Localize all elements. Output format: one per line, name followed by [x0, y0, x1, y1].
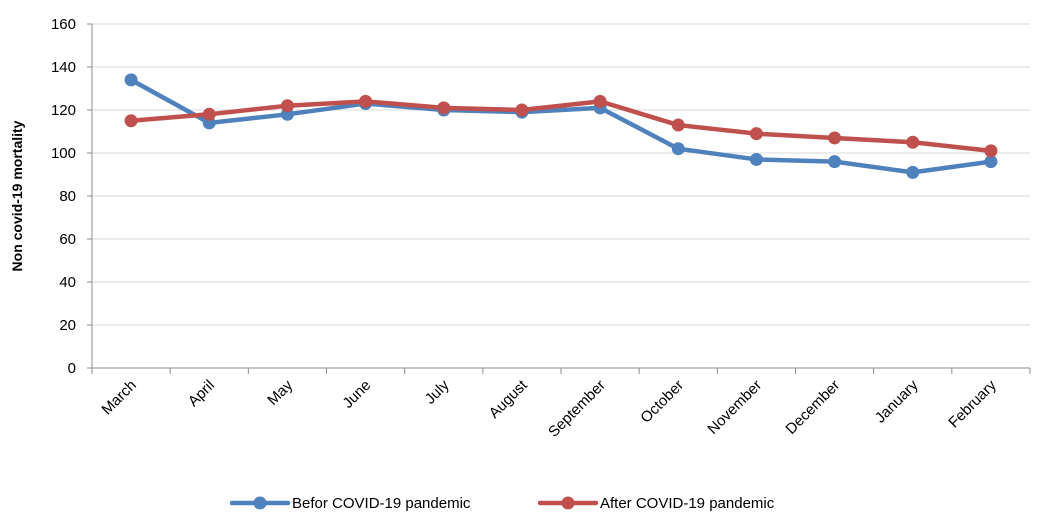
data-point — [828, 155, 842, 169]
y-tick-label: 160 — [51, 16, 76, 33]
data-point — [359, 94, 373, 108]
data-point — [202, 107, 216, 121]
y-tick-label: 40 — [59, 274, 76, 291]
data-point — [828, 131, 842, 145]
data-point — [749, 127, 763, 141]
data-point — [906, 165, 920, 179]
x-tick-label: February — [945, 376, 1000, 431]
x-tick-label: November — [704, 377, 765, 438]
data-point — [749, 152, 763, 166]
data-point — [906, 135, 920, 149]
y-tick-label: 120 — [51, 102, 76, 119]
data-point — [124, 73, 138, 87]
y-tick-label: 0 — [68, 360, 76, 377]
x-tick-label: June — [339, 377, 374, 412]
data-point — [593, 94, 607, 108]
x-tick-label: July — [422, 376, 453, 407]
data-point — [984, 144, 998, 158]
legend-item-2: After COVID-19 pandemic — [537, 495, 775, 512]
data-point — [671, 142, 685, 156]
legend-label: Befor COVID-19 pandemic — [292, 495, 471, 512]
x-tick-label: May — [264, 376, 296, 408]
y-tick-label: 100 — [51, 145, 76, 162]
legend: Befor COVID-19 pandemic After COVID-19 pa… — [229, 495, 775, 512]
x-tick-label: August — [486, 376, 532, 422]
y-tick-label: 20 — [59, 317, 76, 334]
data-point — [280, 99, 294, 113]
series-line — [128, 99, 994, 154]
x-tick-label: March — [98, 377, 139, 418]
data-point — [124, 114, 138, 128]
legend-item-1: Befor COVID-19 pandemic — [229, 495, 471, 512]
gridlines — [87, 23, 1030, 369]
x-tick-label: December — [782, 377, 843, 438]
series — [124, 73, 998, 179]
series-2 — [124, 94, 998, 158]
data-point — [671, 118, 685, 132]
data-point — [984, 155, 998, 169]
legend-swatch-marker — [561, 496, 575, 510]
x-tick-label: September — [545, 377, 609, 441]
series-line — [128, 77, 994, 175]
legend-swatch-marker — [253, 496, 267, 510]
x-tick-labels: March April May June July August September Octo… — [91, 368, 1031, 441]
y-tick-label: 140 — [51, 59, 76, 76]
y-axis-title: Non covid-19 mortality — [9, 120, 25, 271]
y-tick-label: 80 — [59, 188, 76, 205]
x-tick-label: April — [185, 377, 218, 410]
legend-label: After COVID-19 pandemic — [600, 495, 775, 512]
data-point — [515, 103, 529, 117]
x-tick-label: January — [872, 376, 922, 426]
y-tick-labels: 0 20 40 60 80 100 120 140 160 — [51, 16, 76, 377]
y-tick-label: 60 — [59, 231, 76, 248]
series-1 — [124, 73, 998, 179]
x-tick-label: October — [637, 377, 687, 427]
data-point — [437, 101, 451, 115]
